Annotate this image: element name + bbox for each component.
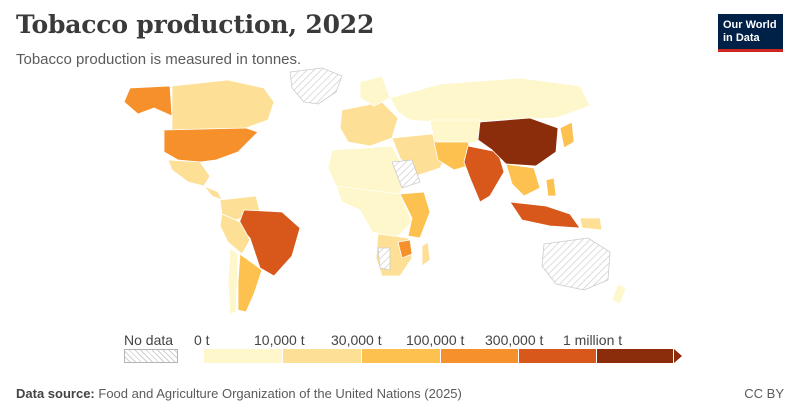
legend-tick-5: 1 million t [563, 332, 623, 348]
legend-tick-4: 300,000 t [485, 332, 544, 348]
region-madagascar[interactable] [421, 241, 431, 267]
region-scandinavia[interactable] [359, 75, 391, 107]
region-argentina[interactable] [237, 253, 263, 313]
logo-line-1: Our World [723, 19, 777, 31]
region-namibia-no-data[interactable] [377, 247, 391, 271]
region-russia[interactable] [389, 77, 591, 125]
region-china[interactable] [477, 117, 559, 167]
owid-logo[interactable]: Our World in Data [718, 14, 783, 52]
legend-tick-1: 10,000 t [254, 332, 305, 348]
legend-tick-2: 30,000 t [331, 332, 382, 348]
legend-no-data-swatch[interactable] [124, 349, 178, 363]
legend-bin-3[interactable] [441, 349, 519, 363]
region-new-zealand[interactable] [611, 283, 627, 305]
region-mexico[interactable] [167, 159, 211, 187]
legend-bin-0[interactable] [204, 349, 283, 363]
legend-no-data-label: No data [124, 332, 174, 348]
license-link[interactable]: CC BY [744, 386, 784, 401]
logo-accent-bar [718, 49, 783, 52]
region-chile[interactable] [227, 247, 239, 315]
legend-bin-4[interactable] [519, 349, 597, 363]
region-peru-bolivia[interactable] [219, 213, 251, 255]
region-canada[interactable] [171, 79, 275, 133]
region-central-america[interactable] [203, 185, 223, 201]
region-europe[interactable] [339, 101, 399, 147]
region-australia-no-data[interactable] [541, 237, 611, 291]
chart-title: Tobacco production, 2022 [16, 10, 375, 39]
data-source-text[interactable]: Food and Agriculture Organization of the… [98, 386, 462, 401]
legend-tick-3: 100,000 t [406, 332, 465, 348]
region-zimbabwe-malawi[interactable] [397, 239, 413, 259]
legend-bin-5[interactable] [597, 349, 674, 363]
data-source: Data source: Food and Agriculture Organi… [16, 386, 462, 401]
region-usa[interactable] [163, 127, 259, 163]
region-southeast-asia[interactable] [505, 163, 541, 197]
region-greenland[interactable] [289, 67, 343, 105]
logo-line-2: in Data [723, 32, 760, 44]
legend-bin-1[interactable] [283, 349, 362, 363]
legend-overflow-arrow [674, 349, 682, 363]
region-libya-no-data[interactable] [391, 159, 421, 189]
region-indonesia[interactable] [509, 201, 581, 229]
legend-tick-0: 0 t [194, 332, 210, 348]
region-alaska[interactable] [123, 85, 173, 117]
region-central-asia[interactable] [429, 119, 485, 147]
region-korea-japan[interactable] [559, 121, 575, 149]
chart-subtitle: Tobacco production is measured in tonnes… [16, 51, 302, 68]
region-east-africa[interactable] [399, 191, 431, 239]
world-map[interactable] [60, 62, 630, 320]
legend-bin-2[interactable] [362, 349, 441, 363]
region-philippines[interactable] [545, 177, 557, 197]
region-png[interactable] [579, 217, 603, 231]
data-source-label: Data source: [16, 386, 95, 401]
